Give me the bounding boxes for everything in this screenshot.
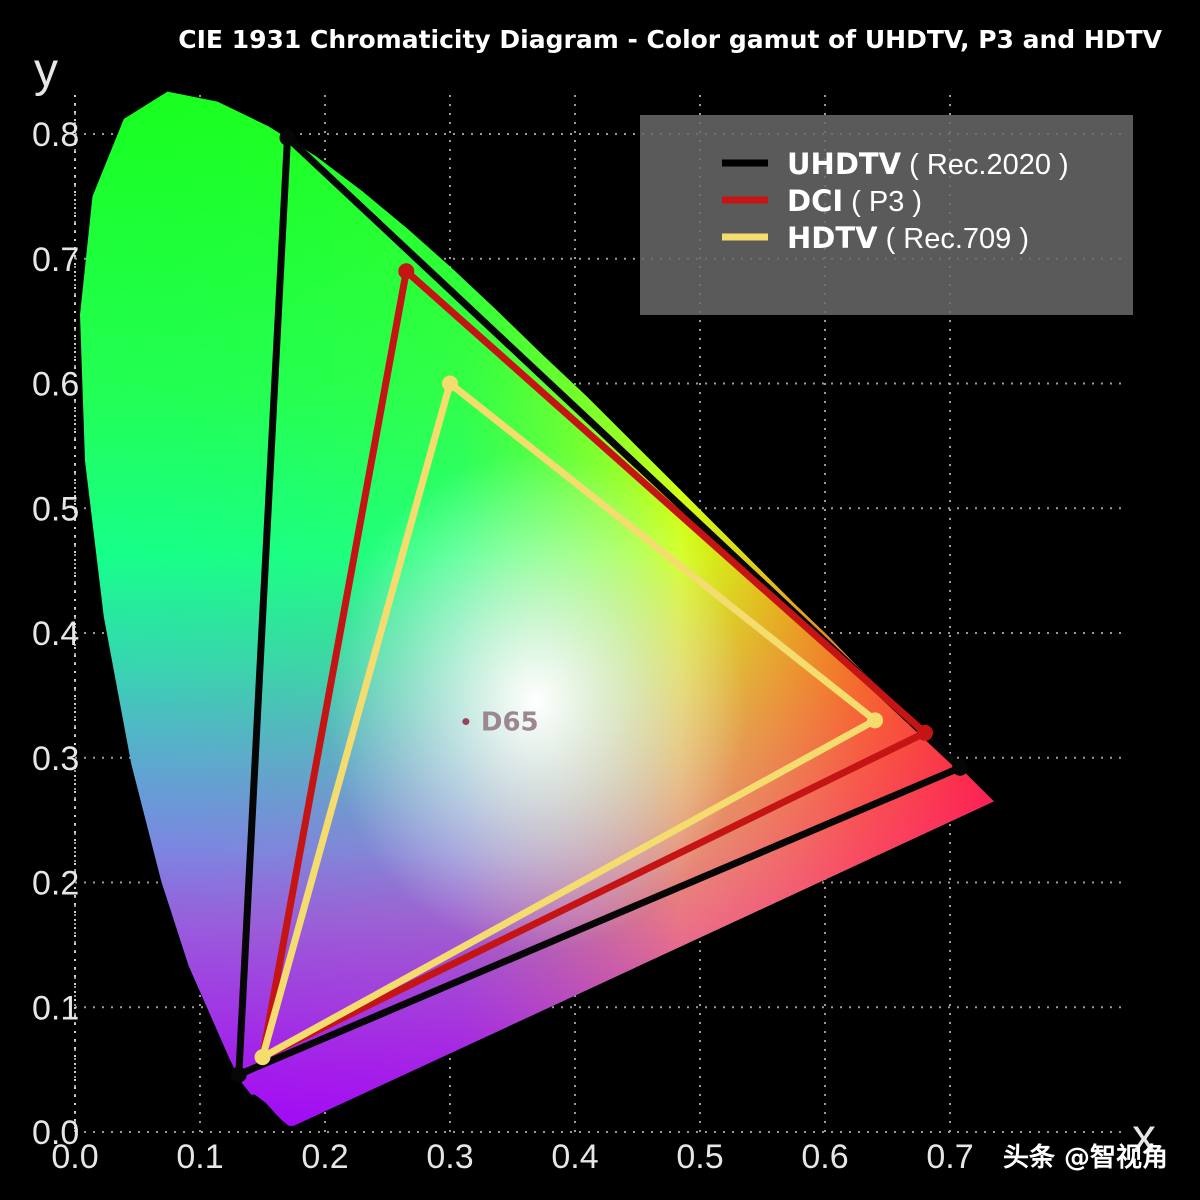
legend-entry-dci: DCI( P3 ) xyxy=(787,184,922,218)
gamut-triangle-hdtv xyxy=(259,380,879,1061)
y-tick-label: 0.1 xyxy=(32,989,79,1027)
y-tick-label: 0.5 xyxy=(32,490,79,528)
gamut-triangle-uhdtv xyxy=(235,134,964,1079)
primary-point-dci xyxy=(917,724,933,741)
white-point: D65 xyxy=(462,708,539,738)
x-tick-label: 0.2 xyxy=(301,1138,348,1176)
y-tick-label: 0.7 xyxy=(32,241,79,279)
chart-title: CIE 1931 Chromaticity Diagram - Color ga… xyxy=(178,25,1162,54)
x-tick-label: 0.0 xyxy=(51,1138,98,1176)
y-tick-label: 0.0 xyxy=(32,1114,79,1152)
y-tick-label: 0.6 xyxy=(32,366,79,404)
legend-entry-hdtv: HDTV( Rec.709 ) xyxy=(787,221,1029,255)
gamut-series xyxy=(230,129,968,1083)
legend: UHDTV( Rec.2020 )DCI( P3 )HDTV( Rec.709 … xyxy=(640,115,1133,315)
y-tick-label: 0.2 xyxy=(32,865,79,903)
y-tick-label: 0.8 xyxy=(32,116,79,154)
y-axis-label: y xyxy=(34,44,58,97)
y-tick-label: 0.3 xyxy=(32,740,79,778)
primary-point-uhdtv xyxy=(279,129,296,146)
x-tick-label: 0.7 xyxy=(926,1138,973,1176)
white-point-label: D65 xyxy=(481,708,539,738)
x-tick-label: 0.6 xyxy=(801,1138,848,1176)
x-tick-label: 0.3 xyxy=(426,1138,473,1176)
legend-entry-uhdtv: UHDTV( Rec.2020 ) xyxy=(787,147,1069,181)
gamut-triangle-dci xyxy=(259,267,929,1061)
primary-point-uhdtv xyxy=(952,759,968,776)
primary-point-hdtv xyxy=(442,375,458,392)
tick-labels: 0.0 0.1 0.2 0.3 0.4 0.5 0.6 0.7 0.0 0.1 0.2 0.3 0.4 0… xyxy=(32,116,974,1176)
primary-point-hdtv xyxy=(867,712,883,729)
primary-point-dci xyxy=(398,263,415,280)
legend-box xyxy=(640,115,1133,315)
white-point-marker xyxy=(462,718,470,726)
x-tick-label: 0.5 xyxy=(676,1138,723,1176)
y-tick-label: 0.4 xyxy=(32,615,79,653)
x-axis-label: x xyxy=(1132,1110,1156,1163)
x-tick-label: 0.4 xyxy=(551,1138,598,1176)
x-tick-label: 0.1 xyxy=(176,1138,223,1176)
primary-point-hdtv xyxy=(254,1049,271,1066)
watermark: 头条 @智视角 xyxy=(1003,1142,1168,1173)
primary-point-uhdtv xyxy=(230,1066,247,1083)
